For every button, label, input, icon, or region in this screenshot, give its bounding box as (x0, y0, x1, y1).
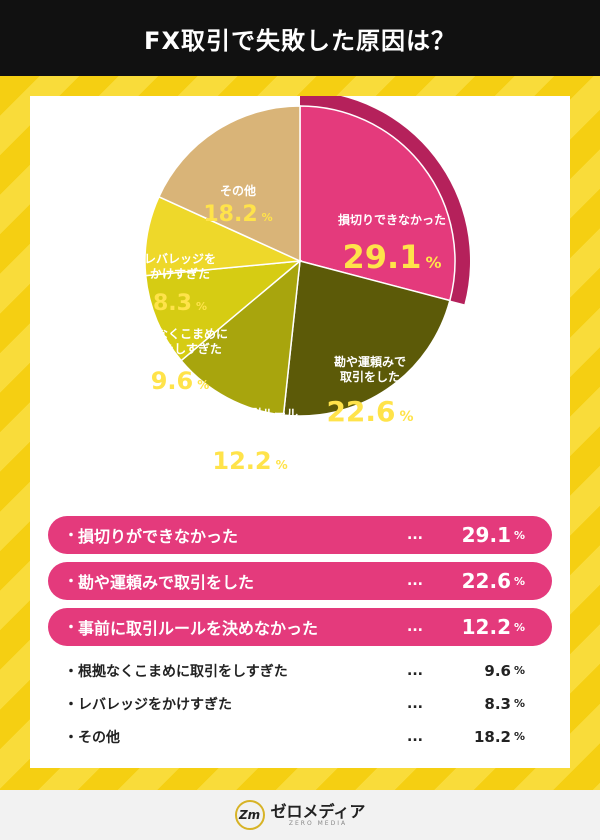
pie-slice (282, 260, 451, 417)
slice-value-unit: % (276, 458, 288, 472)
slice-label: 事前に取引ルール (202, 406, 298, 421)
bullet-icon: ・ (64, 696, 78, 713)
percent-unit: % (514, 664, 526, 677)
legend-value: 12.2 (461, 615, 511, 639)
leader-dots: ... (407, 728, 423, 745)
zero-media-logo-icon: Zm (234, 800, 265, 830)
slice-value-unit: % (425, 253, 441, 272)
slice-value-unit: % (400, 409, 414, 425)
legend-row: ・ レバレッジをかけすぎた ... 8.3 % (48, 687, 552, 720)
bullet-icon: ・ (64, 528, 78, 544)
slice-value: 12.2% (212, 447, 287, 475)
legend-label: 事前に取引ルールを決めなかった (78, 619, 319, 638)
slice-label: かけすぎた (150, 266, 210, 281)
legend-value: 29.1 (461, 523, 511, 547)
slice-label: 取引をしすぎた (138, 341, 222, 356)
legend-label: 損切りができなかった (78, 527, 239, 546)
slice-value-unit: % (197, 378, 209, 392)
leader-dots: ... (407, 695, 423, 712)
pie-slice (144, 260, 303, 362)
legend-row: ・ 根拠なくこまめに取引をしすぎた ... 9.6 % (48, 654, 552, 687)
percent-unit: % (514, 574, 526, 588)
pie-slice (299, 105, 456, 302)
bullet-icon: ・ (64, 663, 78, 680)
footer: Zm ゼロメディア ZERO MEDIA (0, 790, 600, 840)
brand-logo: ゼロメディア ZERO MEDIA (271, 803, 366, 827)
leader-dots: ... (407, 619, 423, 635)
slice-value: 22.6% (326, 395, 413, 428)
legend-list: ・ 損切りができなかった ... 29.1 % ・ 勘や運頼みで取引をした ..… (48, 516, 552, 753)
slice-label: を決めなかった (208, 421, 292, 436)
percent-unit: % (514, 620, 526, 634)
leader-dots: ... (407, 662, 423, 679)
pie-slice (180, 259, 301, 416)
leader-dots: ... (407, 573, 423, 589)
slice-label: 損切りできなかった (338, 212, 446, 227)
bullet-icon: ・ (64, 620, 78, 636)
legend-value: 9.6 (484, 661, 511, 680)
legend-value: 8.3 (484, 694, 511, 713)
chart-card: 損切りできなかった 29.1% 勘や運頼みで 取引をした 22.6% 事前に取引ルール を決… (30, 96, 570, 768)
pie-slice (157, 105, 301, 263)
legend-label: 根拠なくこまめに取引をしすぎた (78, 663, 288, 680)
legend-row: ・ 事前に取引ルールを決めなかった ... 12.2 % (48, 608, 552, 646)
slice-label: 取引をした (340, 370, 400, 384)
slice-label: 勘や運頼みで (334, 354, 406, 369)
legend-value: 22.6 (461, 569, 511, 593)
bullet-icon: ・ (64, 729, 78, 746)
slice-label: その他 (220, 183, 256, 198)
percent-unit: % (514, 528, 526, 542)
slice-value-unit: % (196, 300, 207, 313)
legend-value: 18.2 (473, 727, 511, 746)
legend-row: ・ その他 ... 18.2 % (48, 720, 552, 753)
legend-row: ・ 損切りができなかった ... 29.1 % (48, 516, 552, 554)
page-title: FX取引で失敗した原因は？ (0, 0, 600, 76)
brand-name: ゼロメディア (270, 802, 366, 821)
legend-label: 勘や運頼みで取引をした (78, 573, 255, 592)
legend-label: その他 (78, 729, 120, 746)
bullet-icon: ・ (64, 574, 78, 590)
leader-dots: ... (407, 527, 423, 543)
legend-row: ・ 勘や運頼みで取引をした ... 22.6 % (48, 562, 552, 600)
slice-value-unit: % (262, 211, 273, 224)
brand-subtitle: ZERO MEDIA (288, 820, 348, 827)
slice-label: 根拠なくこまめに (132, 326, 228, 341)
percent-unit: % (514, 697, 526, 710)
legend-label: レバレッジをかけすぎた (78, 696, 232, 713)
slice-label: レバレッジを (144, 252, 216, 266)
percent-unit: % (514, 730, 526, 743)
